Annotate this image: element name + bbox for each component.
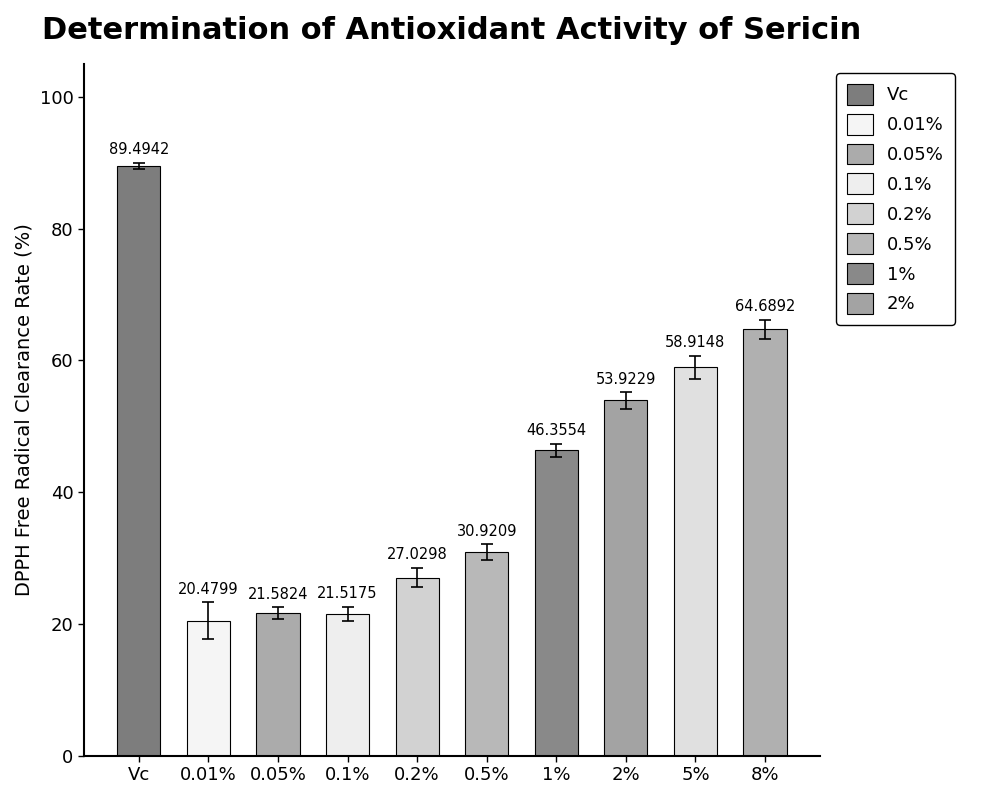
Text: 58.9148: 58.9148 [665,336,726,351]
Bar [535,450,578,756]
Text: 21.5175: 21.5175 [317,586,378,602]
Y-axis label: DPPH Free Radical Clearance Rate (%): DPPH Free Radical Clearance Rate (%) [15,223,34,596]
Text: 27.0298: 27.0298 [387,547,448,562]
Text: 46.3554: 46.3554 [526,423,586,439]
Bar [256,614,300,756]
Bar [396,578,439,756]
Legend: Vc, 0.01%, 0.05%, 0.1%, 0.2%, 0.5%, 1%, 2%: Vc, 0.01%, 0.05%, 0.1%, 0.2%, 0.5%, 1%, … [836,73,955,324]
Text: 53.9229: 53.9229 [596,372,656,387]
Text: 30.9209: 30.9209 [456,523,517,539]
Text: 21.5824: 21.5824 [248,587,308,602]
Text: 64.6892: 64.6892 [735,300,795,314]
Bar [604,400,647,756]
Title: Determination of Antioxidant Activity of Sericin: Determination of Antioxidant Activity of… [42,16,862,45]
Bar [743,329,787,756]
Bar [326,614,369,756]
Text: 20.4799: 20.4799 [178,582,239,597]
Text: 89.4942: 89.4942 [109,142,169,157]
Bar [465,552,508,756]
Bar [674,368,717,756]
Bar [117,166,160,756]
Bar [187,621,230,756]
